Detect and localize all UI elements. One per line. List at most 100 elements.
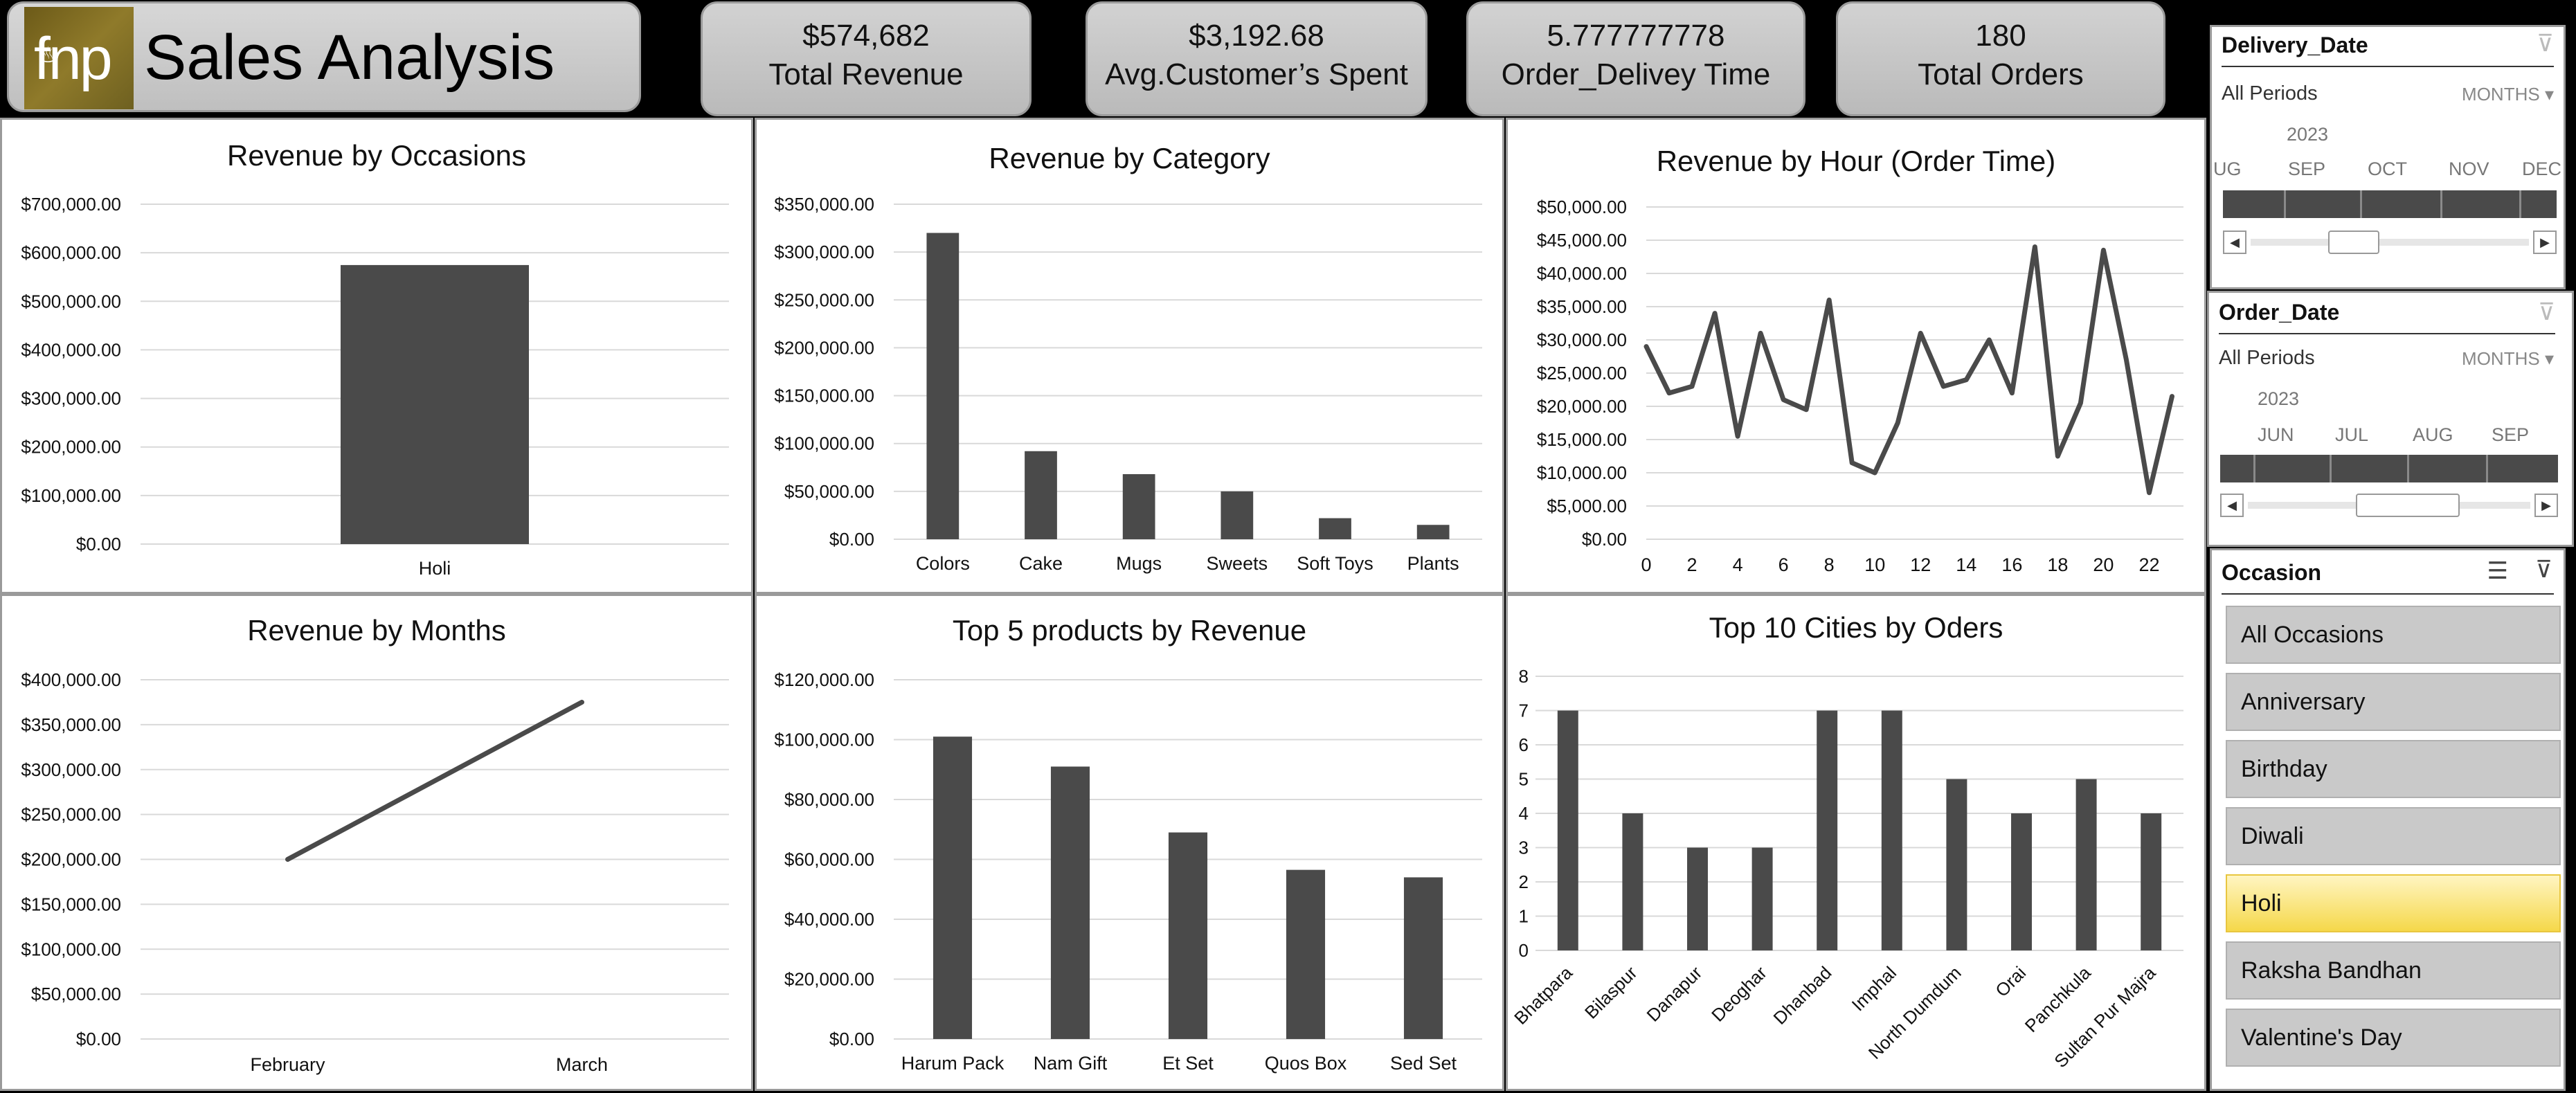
- y-tick-label: $45,000.00: [1537, 230, 1627, 251]
- month-label[interactable]: UG: [2213, 159, 2242, 179]
- month-label[interactable]: SEP: [2492, 424, 2530, 445]
- bar: [1319, 518, 1351, 539]
- multi-select-icon[interactable]: ☰: [2487, 558, 2508, 584]
- y-tick-label: $35,000.00: [1537, 296, 1627, 317]
- x-tick-label: 16: [2001, 554, 2022, 575]
- year-label: 2023: [2258, 388, 2300, 409]
- chart-title: Revenue by Category: [989, 142, 1270, 174]
- occasion-item[interactable]: Raksha Bandhan: [2226, 941, 2561, 1000]
- x-tick-label: 10: [1864, 554, 1885, 575]
- occasion-item[interactable]: Valentine's Day: [2226, 1009, 2561, 1067]
- scroll-right-icon[interactable]: ▶: [2534, 494, 2558, 517]
- scroll-thumb[interactable]: [2356, 494, 2460, 517]
- bar: [1817, 710, 1838, 950]
- x-tick-label: 14: [1956, 554, 1976, 575]
- y-tick-label: $150,000.00: [21, 894, 121, 914]
- chart-revenue-by-occasions[interactable]: Revenue by Occasions $0.00 $100,000.00 $20…: [0, 118, 753, 594]
- chart-revenue-by-months[interactable]: Revenue by Months $0.00 $50,000.00 $100,00…: [0, 594, 753, 1091]
- bar: [2075, 779, 2097, 950]
- page-title: Sales Analysis: [144, 22, 555, 93]
- y-tick-label: 6: [1519, 734, 1529, 755]
- x-tick-label: March: [556, 1054, 608, 1075]
- clear-filter-icon[interactable]: ⊽: [2537, 30, 2554, 57]
- bar: [933, 737, 973, 1039]
- x-tick-label: Et Set: [1162, 1053, 1214, 1074]
- order-date-slicer[interactable]: Order_Date ⊽ All Periods MONTHS ▾ 2023 J…: [2207, 291, 2574, 547]
- month-label[interactable]: AUG: [2413, 424, 2453, 445]
- slicer-title: Delivery_Date: [2222, 33, 2368, 57]
- chart-title: Top 10 Cities by Oders: [1709, 611, 2003, 644]
- y-tick-label: $30,000.00: [1537, 329, 1627, 350]
- y-tick-label: $20,000.00: [784, 969, 874, 990]
- series-line: [285, 699, 584, 862]
- bar: [1403, 877, 1443, 1039]
- y-tick-label: $80,000.00: [784, 789, 874, 810]
- chart-top-products[interactable]: Top 5 products by Revenue $0.00 $20,000.0…: [755, 594, 1504, 1091]
- kpi-delivery-time[interactable]: 5.777777778 Order_Delivey Time: [1466, 1, 1805, 116]
- delivery-date-slicer[interactable]: Delivery_Date ⊽ All Periods MONTHS ▾ 202…: [2210, 25, 2566, 289]
- y-tick-label: $100,000.00: [21, 939, 121, 959]
- cake-icon: ♨: [38, 42, 58, 67]
- month-label[interactable]: DEC: [2522, 159, 2562, 179]
- scroll-right-icon[interactable]: ▶: [2533, 231, 2557, 254]
- month-label[interactable]: JUL: [2335, 424, 2369, 445]
- slicer-title: Occasion: [2222, 560, 2322, 585]
- y-tick-label: $400,000.00: [21, 669, 121, 690]
- time-level-dropdown[interactable]: MONTHS ▾: [2462, 348, 2554, 369]
- y-tick-label: $10,000.00: [1537, 462, 1627, 483]
- kpi-value: 5.777777778: [1547, 19, 1725, 53]
- time-level-dropdown[interactable]: MONTHS ▾: [2462, 84, 2554, 105]
- occasion-slicer[interactable]: Occasion ☰ ⊽ All Occasions Anniversary B…: [2210, 548, 2566, 1091]
- chart-revenue-by-hour[interactable]: Revenue by Hour (Order Time) $0.00 $5,000…: [1506, 118, 2206, 594]
- bar: [1687, 847, 1708, 950]
- y-tick-label: $5,000.00: [1547, 496, 1627, 516]
- scroll-left-icon[interactable]: ◀: [2223, 231, 2246, 254]
- kpi-total-orders[interactable]: 180 Total Orders: [1836, 1, 2165, 116]
- occasion-item[interactable]: Diwali: [2226, 807, 2561, 865]
- bar: [1122, 473, 1155, 539]
- x-tick-label: Nam Gift: [1034, 1053, 1108, 1074]
- month-label[interactable]: SEP: [2288, 159, 2326, 179]
- x-tick-label: Plants: [1407, 553, 1459, 574]
- y-tick-label: $350,000.00: [21, 714, 121, 735]
- occasion-item[interactable]: All Occasions: [2226, 606, 2561, 664]
- chart-title: Revenue by Occasions: [227, 139, 526, 172]
- y-tick-label: $120,000.00: [774, 669, 874, 690]
- bar: [341, 264, 529, 544]
- clear-filter-icon[interactable]: ⊽: [2538, 299, 2555, 325]
- scroll-left-icon[interactable]: ◀: [2220, 494, 2244, 517]
- x-tick-label: Sweets: [1207, 553, 1268, 574]
- x-tick-label: 12: [1910, 554, 1931, 575]
- y-tick-label: 4: [1519, 803, 1529, 824]
- chart-revenue-by-category[interactable]: Revenue by Category $0.00 $50,000.00 $100,…: [755, 118, 1504, 594]
- timeline-scrollbar[interactable]: ◀ ▶: [2223, 231, 2557, 254]
- clear-filter-icon[interactable]: ⊽: [2535, 557, 2552, 583]
- y-tick-label: $300,000.00: [21, 388, 121, 409]
- chart-top-cities[interactable]: Top 10 Cities by Oders 0 1 2 3 4 5 6 7 8 Bhatpara…: [1506, 594, 2206, 1091]
- timeline-bar[interactable]: [2220, 455, 2558, 482]
- x-tick-label: 2: [1687, 554, 1697, 575]
- y-tick-label: $20,000.00: [1537, 396, 1627, 417]
- month-label[interactable]: JUN: [2258, 424, 2294, 445]
- kpi-total-revenue[interactable]: $574,682 Total Revenue: [701, 1, 1032, 116]
- x-tick-label: 18: [2047, 554, 2068, 575]
- kpi-value: $574,682: [802, 19, 930, 53]
- bar: [926, 233, 960, 539]
- month-label[interactable]: OCT: [2368, 159, 2407, 179]
- scroll-thumb[interactable]: [2328, 231, 2379, 254]
- month-label[interactable]: NOV: [2449, 159, 2489, 179]
- fnp-logo: ♨ fnp: [24, 7, 134, 109]
- kpi-label: Avg.Customer’s Spent: [1105, 57, 1408, 91]
- occasion-item[interactable]: Anniversary: [2226, 673, 2561, 731]
- occasion-item[interactable]: Holi: [2226, 874, 2561, 932]
- timeline-bar[interactable]: [2223, 190, 2557, 218]
- y-tick-label: $100,000.00: [774, 433, 874, 454]
- y-tick-label: $15,000.00: [1537, 429, 1627, 450]
- y-tick-label: $600,000.00: [21, 242, 121, 263]
- occasion-item[interactable]: Birthday: [2226, 740, 2561, 798]
- x-tick-label: 0: [1641, 554, 1651, 575]
- x-tick-label: Bhatpara: [1510, 962, 1576, 1029]
- timeline-scrollbar[interactable]: ◀ ▶: [2220, 494, 2558, 517]
- bar: [1622, 813, 1643, 950]
- kpi-avg-customer-spent[interactable]: $3,192.68 Avg.Customer’s Spent: [1086, 1, 1427, 116]
